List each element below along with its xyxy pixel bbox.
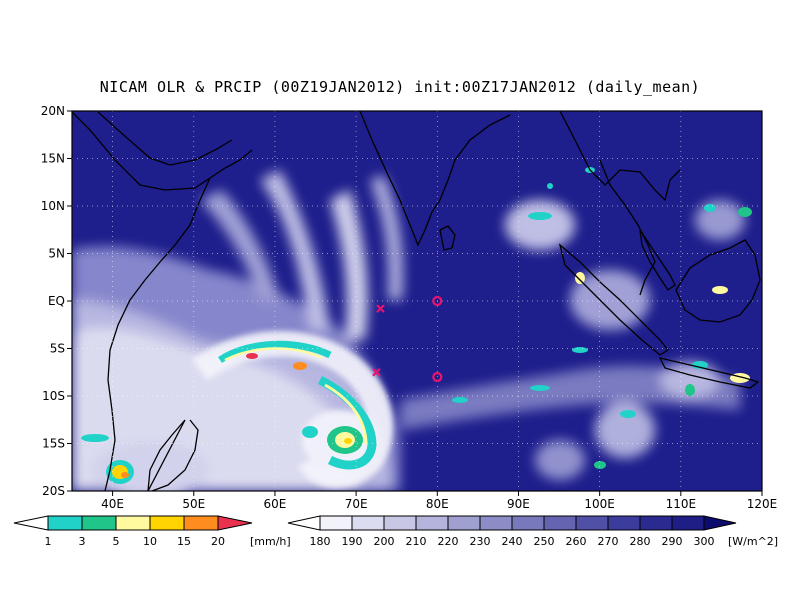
colorbar-label: 280 [630,535,651,548]
lat-tick-label: 15N [41,152,65,166]
colorbar-unit: [W/m^2] [728,535,778,548]
lon-tick-label: 50E [182,497,205,511]
colorbar-label: 300 [694,535,715,548]
colorbar-swatch [115,515,151,531]
colorbar-arrow-left [13,515,49,531]
colorbar-label: 1 [45,535,52,548]
colorbar-swatch [511,515,545,531]
cross-marker [376,304,385,313]
precip-field [81,167,752,484]
colorbar-label: 270 [598,535,619,548]
marker-layer [372,295,443,383]
lat-tick-label: EQ [48,294,65,308]
colorbar-swatch [447,515,481,531]
colorbar-label: 290 [662,535,683,548]
colorbar-arrow-right [703,515,737,531]
colorbar-swatch [81,515,117,531]
colorbar-swatch [543,515,577,531]
lon-tick-label: 80E [426,497,449,511]
lon-tick-label: 90E [507,497,530,511]
colorbar-swatch [383,515,417,531]
colorbar-swatch [47,515,83,531]
colorbar-label: 15 [177,535,191,548]
map-panel [72,111,762,491]
colorbar-label: 210 [406,535,427,548]
colorbar-swatch [351,515,385,531]
lon-tick-label: 60E [264,497,287,511]
graticule [72,111,762,491]
colorbar-swatch [319,515,353,531]
lon-tick-label: 120E [747,497,778,511]
colorbar-label: 230 [470,535,491,548]
lat-tick-label: 10N [41,199,65,213]
circle-marker [432,295,443,307]
lat-tick-label: 10S [42,389,65,403]
colorbar-label: 5 [113,535,120,548]
colorbar-swatch [575,515,609,531]
colorbar-label: 240 [502,535,523,548]
precip-colorbar: 1 3 5 10 15 20 [mm/h] [13,515,291,548]
lat-tick-label: 20S [42,484,65,498]
colorbar-swatch [415,515,449,531]
lat-tick-label: 5N [48,247,65,261]
colorbar-label: 180 [310,535,331,548]
colorbar-label: 220 [438,535,459,548]
colorbar-swatch [639,515,673,531]
colorbar-arrow-right [217,515,253,531]
colorbar-label: 190 [342,535,363,548]
colorbar-label: 10 [143,535,157,548]
olr-colorbar: 180 190 200 210 220 230 240 250 260 270 280 290 300 [… [287,515,778,548]
colorbar-label: 200 [374,535,395,548]
coastlines [72,111,761,491]
lon-tick-label: 70E [345,497,368,511]
lon-tick-label: 100E [584,497,615,511]
colorbar-swatch [479,515,513,531]
circle-marker [432,371,443,383]
colorbar-swatch [607,515,641,531]
lon-tick-label: 110E [666,497,697,511]
lon-tick-label: 40E [101,497,124,511]
colorbar-label: 250 [534,535,555,548]
colorbar-swatch [183,515,219,531]
cross-marker [372,367,381,377]
lat-tick-label: 5S [50,342,65,356]
map-title: NICAM OLR & PRCIP (00Z19JAN2012) init:00… [99,78,701,96]
colorbar-swatch [149,515,185,531]
lat-labels: 20N 15N 10N 5N EQ 5S 10S 15S 20S [41,104,72,498]
colorbar-label: 260 [566,535,587,548]
lon-labels: 40E 50E 60E 70E 80E 90E 100E 110E 120E [101,491,777,511]
colorbar-label: 3 [79,535,86,548]
lat-tick-label: 15S [42,437,65,451]
colorbar-arrow-left [287,515,321,531]
colorbar-unit: [mm/h] [250,535,291,548]
colorbar-label: 20 [211,535,225,548]
lat-tick-label: 20N [41,104,65,118]
colorbar-swatch [671,515,705,531]
